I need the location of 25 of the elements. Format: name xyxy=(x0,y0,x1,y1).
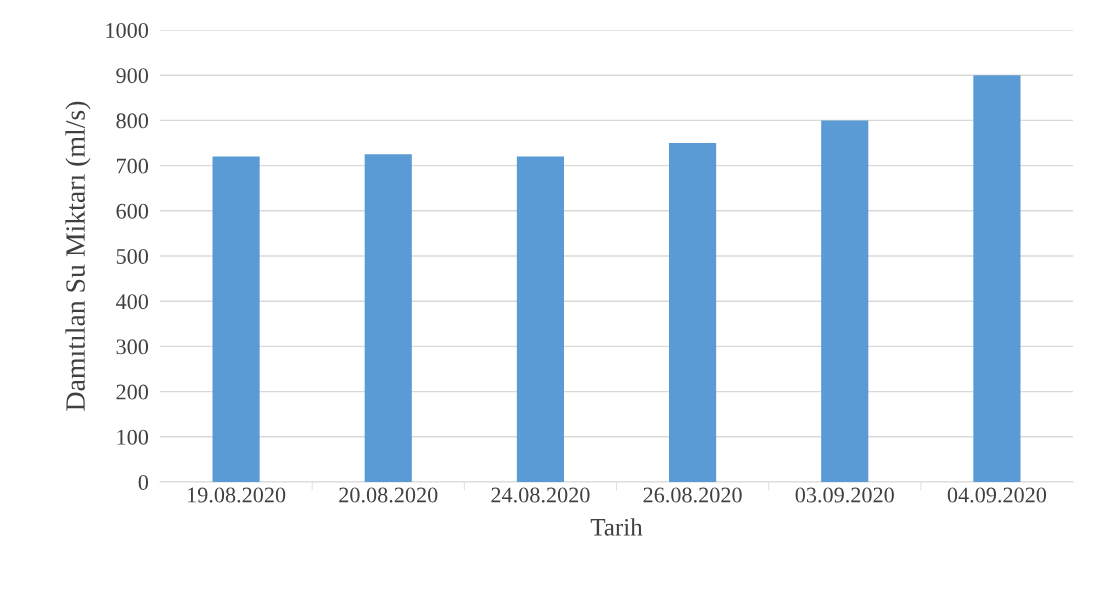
y-tick-label: 100 xyxy=(117,429,149,445)
bar xyxy=(821,120,869,482)
x-tick-label: 04.09.2020 xyxy=(947,487,1047,503)
y-tick-label: 0 xyxy=(138,474,149,490)
bar xyxy=(212,156,260,482)
bar xyxy=(364,154,412,482)
y-tick-label: 700 xyxy=(117,158,149,174)
y-tick-label: 600 xyxy=(116,203,149,219)
y-axis-title: Damıtılan Su Miktarı (ml/s) xyxy=(65,101,91,411)
x-tick-label: 03.09.2020 xyxy=(795,487,894,503)
x-tick-label: 20.08.2020 xyxy=(339,487,438,503)
y-tick-label: 200 xyxy=(116,384,149,400)
bar xyxy=(973,75,1021,482)
y-tick-label: 800 xyxy=(116,113,149,129)
x-tick-label: 24.08.2020 xyxy=(491,487,590,503)
x-axis-title: Tarih xyxy=(590,518,643,536)
y-tick-label: 1000 xyxy=(106,22,149,38)
x-tick-label: 19.08.2020 xyxy=(188,487,286,503)
y-tick-label: 500 xyxy=(116,248,149,264)
y-tick-label: 900 xyxy=(116,68,149,84)
bar xyxy=(516,156,564,482)
x-tick-label: 26.08.2020 xyxy=(643,487,742,503)
y-tick-label: 400 xyxy=(115,294,149,310)
y-tick-label: 300 xyxy=(116,339,149,355)
bar xyxy=(669,143,717,482)
